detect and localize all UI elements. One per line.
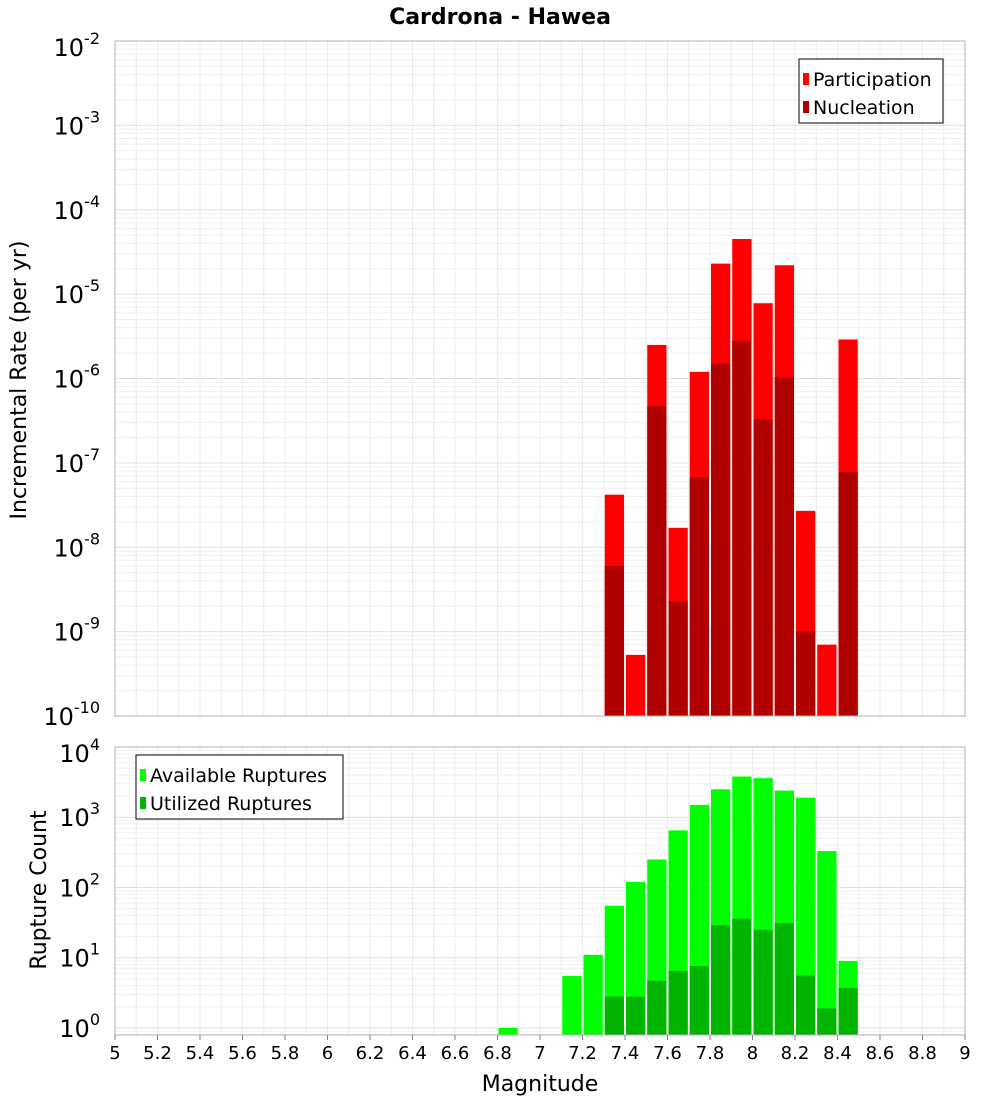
count-bar-utilized-ruptures: [689, 966, 709, 1035]
rate-bar-nucleation: [774, 377, 794, 716]
count-y-tick-label: 102: [59, 869, 100, 902]
x-tick-label: 7.2: [568, 1043, 597, 1064]
count-bar-utilized-ruptures: [647, 980, 667, 1035]
rate-bar-nucleation: [668, 601, 688, 716]
rate-gridlines: [114, 41, 966, 717]
x-tick-label: 8.4: [823, 1043, 852, 1064]
count-y-ticks: 104 103 102 101 100: [59, 735, 100, 1043]
count-bar-utilized-ruptures: [817, 1008, 837, 1035]
x-tick-label: 7: [534, 1043, 545, 1064]
x-tick-label: 7.6: [653, 1043, 682, 1064]
rate-bar-participation: [626, 654, 646, 716]
rate-bar-nucleation: [647, 406, 667, 716]
x-tick-label: 8.2: [781, 1043, 810, 1064]
x-tick-label: 6.2: [356, 1043, 385, 1064]
x-tick-label: 7.8: [696, 1043, 725, 1064]
count-series-utilized-ruptures: [604, 918, 858, 1035]
count-y-tick-label: 101: [59, 940, 100, 973]
rate-y-tick-label: 10-7: [54, 445, 101, 478]
rate-y-tick-label: 10-4: [54, 192, 101, 225]
rate-y-ticks: 10-2 10-3 10-4 10-5 10-6 10-7 10-8 10-9 10-10: [43, 29, 100, 731]
x-tick-label: 5.4: [186, 1043, 215, 1064]
count-bar-available-ruptures: [498, 1027, 518, 1035]
x-tick-label: 8: [747, 1043, 758, 1064]
count-bar-available-ruptures: [583, 954, 603, 1035]
count-bar-utilized-ruptures: [668, 970, 688, 1035]
legend-rate: Participation Nucleation: [798, 58, 944, 124]
rate-y-tick-label: 10-5: [54, 276, 101, 309]
count-legend-box: [135, 754, 344, 820]
count-legend-swatch: [140, 769, 146, 781]
count-y-tick-label: 100: [59, 1010, 100, 1043]
count-legend-label: Available Ruptures: [150, 765, 327, 787]
x-tick-label: 5: [109, 1043, 120, 1064]
rate-bar-nucleation: [689, 477, 709, 716]
count-bar-available-ruptures: [817, 851, 837, 1035]
count-bar-utilized-ruptures: [626, 996, 646, 1035]
legend-count: Available Ruptures Utilized Ruptures: [135, 754, 344, 820]
x-tick-label: 8.6: [866, 1043, 895, 1064]
rate-y-tick-label: 10-10: [43, 698, 100, 731]
count-legend-swatch: [140, 797, 146, 809]
x-tick-label: 7.4: [611, 1043, 640, 1064]
x-axis-label: Magnitude: [482, 1072, 599, 1097]
rate-series-nucleation: [604, 340, 858, 716]
rate-y-tick-label: 10-9: [54, 614, 101, 647]
rate-y-tick-label: 10-3: [54, 107, 101, 140]
x-tick-label: 9: [959, 1043, 970, 1064]
chart-title: Cardrona - Hawea: [389, 5, 611, 30]
count-y-tick-label: 103: [59, 799, 100, 832]
rate-bar-nucleation: [753, 419, 773, 716]
rate-bar-nucleation: [604, 565, 624, 716]
rate-bar-nucleation: [732, 340, 752, 716]
y-axis-label-count: Rupture Count: [27, 810, 52, 970]
x-tick-label: 5.6: [228, 1043, 257, 1064]
x-tick-label: 5.2: [143, 1043, 172, 1064]
count-bar-utilized-ruptures: [711, 925, 731, 1035]
x-tick-label: 8.8: [908, 1043, 937, 1064]
count-bar-available-ruptures: [562, 975, 582, 1035]
rate-legend-label: Participation: [813, 69, 932, 91]
rate-bar-nucleation: [711, 363, 731, 716]
count-bar-utilized-ruptures: [838, 988, 858, 1035]
count-bar-utilized-ruptures: [774, 923, 794, 1035]
y-axis-label-rate: Incremental Rate (per yr): [7, 241, 32, 520]
count-bar-utilized-ruptures: [796, 975, 816, 1035]
rate-legend-label: Nucleation: [813, 97, 915, 119]
rate-y-tick-label: 10-2: [54, 29, 101, 62]
rate-legend-swatch: [803, 73, 809, 85]
rate-y-tick-label: 10-8: [54, 529, 101, 562]
rate-bar-nucleation: [796, 631, 816, 716]
rate-bar-nucleation: [838, 471, 858, 716]
count-bar-utilized-ruptures: [753, 929, 773, 1035]
count-legend-label: Utilized Ruptures: [150, 793, 312, 815]
x-tick-label: 6.6: [441, 1043, 470, 1064]
count-bar-utilized-ruptures: [604, 996, 624, 1035]
rate-legend-swatch: [803, 101, 809, 113]
x-tick-label: 5.8: [271, 1043, 300, 1064]
rate-legend-box: [798, 58, 944, 124]
x-tick-label: 6.4: [398, 1043, 427, 1064]
x-axis-ticks: 5 5.2 5.4 5.6 5.8 6 6.2 6.4 6.6 6.8 7 7.2 7.4 7.6 7.8 8…: [109, 1035, 971, 1064]
rate-bar-participation: [817, 644, 837, 716]
x-tick-label: 6.8: [483, 1043, 512, 1064]
rate-y-tick-label: 10-6: [54, 361, 101, 394]
count-y-tick-label: 104: [59, 735, 100, 768]
count-bar-utilized-ruptures: [732, 918, 752, 1035]
rate-panel: 10-2 10-3 10-4 10-5 10-6 10-7 10-8 10-9 10-10: [43, 29, 966, 731]
x-tick-label: 6: [322, 1043, 333, 1064]
